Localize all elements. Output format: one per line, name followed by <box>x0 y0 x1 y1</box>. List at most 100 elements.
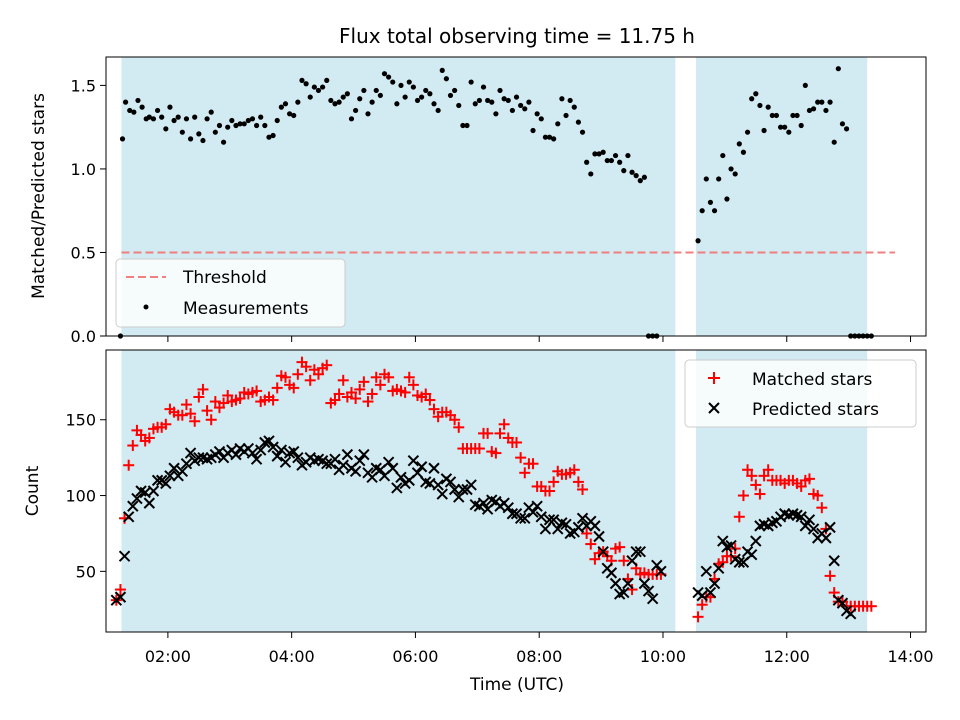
measurement-point <box>505 97 511 104</box>
top-legend-box <box>115 258 346 328</box>
measurement-point <box>489 99 495 105</box>
predicted-star-marker <box>820 532 832 544</box>
measurement-point <box>311 84 317 90</box>
x-tick-label: 10:00 <box>640 647 686 666</box>
predicted-star-marker <box>275 444 288 456</box>
measurement-point <box>286 111 293 117</box>
measurement-point <box>270 132 276 139</box>
matched-star-marker <box>399 386 411 398</box>
matched-star-marker <box>626 584 638 596</box>
bottom-panel: 50 100 150 02:00 04:00 06:00 08:00 10:00 12:00 1… <box>23 349 934 695</box>
predicted-star-marker <box>593 530 605 543</box>
matched-star-marker <box>449 414 461 426</box>
matched-star-marker <box>403 371 415 383</box>
predicted-star-marker <box>733 556 746 568</box>
measurement-point <box>237 121 243 127</box>
predicted-star-marker <box>432 479 444 491</box>
measurement-point <box>386 74 392 80</box>
chart-title: Flux total observing time = 11.75 h <box>339 24 695 48</box>
predicted-star-marker <box>655 565 667 578</box>
predicted-star-marker <box>535 511 547 523</box>
measurement-point <box>460 122 466 129</box>
matched-star-marker <box>114 584 126 596</box>
predicted-star-marker <box>712 562 725 575</box>
x-tick-label: 12:00 <box>764 647 810 666</box>
measurement-point <box>501 96 507 102</box>
measurement-point <box>163 126 169 132</box>
predicted-star-marker <box>341 448 354 461</box>
x-tick-label: 02:00 <box>145 647 191 666</box>
bottom-y-ticks: 50 100 150 <box>65 411 106 581</box>
measurement-point <box>625 152 631 159</box>
predicted-star-marker <box>263 435 275 447</box>
matched-star-marker <box>589 553 601 565</box>
matched-star-marker <box>218 397 230 409</box>
measurement-point <box>419 94 425 100</box>
measurement-point <box>402 94 408 100</box>
matched-star-marker <box>515 452 527 464</box>
matched-star-marker <box>498 418 510 430</box>
matched-star-marker <box>812 490 824 502</box>
matched-star-marker <box>816 502 828 514</box>
predicted-star-marker <box>795 511 807 523</box>
predicted-star-marker <box>358 448 370 461</box>
measurement-point <box>480 84 487 90</box>
predicted-star-marker <box>250 453 263 465</box>
measurement-point <box>806 107 813 114</box>
top-y-ticks: 0.0 0.5 1.0 1.5 <box>71 76 106 346</box>
predicted-star-marker <box>337 459 349 471</box>
matched-star-marker <box>548 476 560 488</box>
x-tick-label: 08:00 <box>516 647 562 666</box>
predicted-star-marker <box>717 535 729 547</box>
measurement-point <box>538 116 544 122</box>
matched-star-marker <box>795 480 807 492</box>
bottom-plot-frame <box>105 349 927 633</box>
matched-star-marker <box>374 379 386 391</box>
measurement-point <box>225 124 231 130</box>
matched-star-marker <box>251 385 263 397</box>
measurement-point <box>703 176 709 182</box>
shaded-interval <box>695 57 868 336</box>
matched-star-marker <box>185 408 197 420</box>
top-x-ticks <box>167 336 912 342</box>
matched-star-marker <box>614 541 626 553</box>
measurement-point <box>546 134 553 140</box>
measurement-point <box>452 87 458 94</box>
measurement-point <box>456 102 462 109</box>
predicted-star-marker <box>651 559 663 571</box>
matched-star-marker <box>201 405 213 417</box>
matched-star-marker <box>135 429 147 441</box>
measurement-point <box>307 94 313 100</box>
measurement-point <box>815 99 821 105</box>
measurement-point <box>567 97 573 104</box>
matched-star-marker <box>519 467 531 479</box>
measurement-point <box>229 117 235 124</box>
predicted-legend-label: Predicted stars <box>752 400 879 420</box>
measurement-point <box>843 126 850 132</box>
measurement-point <box>336 99 342 105</box>
predicted-star-marker <box>597 545 609 558</box>
predicted-star-marker <box>630 545 642 558</box>
measurement-point <box>476 97 482 104</box>
matched-star-marker <box>345 386 357 398</box>
top-y-axis-label: Matched/Predicted stars <box>29 93 49 299</box>
matched-star-marker <box>544 485 556 497</box>
matched-star-marker <box>193 391 205 403</box>
measurement-point <box>744 129 751 135</box>
measurement-point <box>253 122 260 129</box>
matched-star-marker <box>453 421 465 433</box>
y-tick-label: 1.0 <box>71 160 96 179</box>
predicted-star-marker <box>288 445 300 458</box>
measurement-point <box>282 101 289 107</box>
measurement-point <box>414 97 421 104</box>
measurement-point <box>761 127 767 134</box>
predicted-star-marker <box>708 577 721 590</box>
measurement-point <box>802 82 808 89</box>
matched-star-marker <box>742 464 754 476</box>
predicted-star-marker <box>638 577 651 590</box>
predicted-star-marker <box>382 456 395 468</box>
predicted-star-marker <box>230 448 242 461</box>
matched-star-marker <box>428 403 440 415</box>
measurement-point <box>468 79 474 85</box>
measurement-point <box>340 94 346 100</box>
